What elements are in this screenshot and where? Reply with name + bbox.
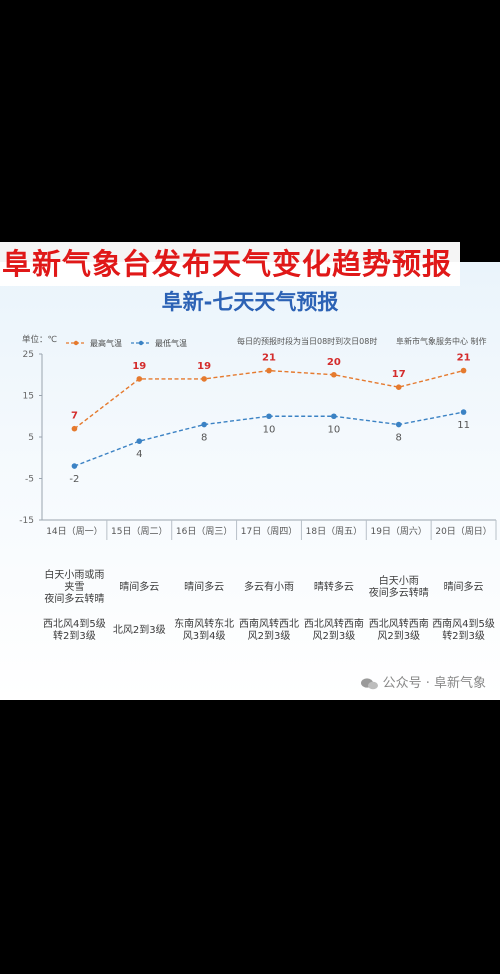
wind-cell: 西南风4到5级 转2到3级 bbox=[432, 619, 495, 642]
x-tick-label: 18日（周五） bbox=[306, 526, 362, 537]
data-point bbox=[71, 463, 78, 469]
footer-source[interactable]: 公众号 · 阜新气象 bbox=[360, 672, 486, 691]
weather-cell: 多云有小雨 bbox=[244, 582, 294, 593]
wind-cell: 西北风转西南 风2到3级 bbox=[368, 619, 429, 642]
data-point bbox=[71, 425, 78, 432]
wind-cell: 西北风4到5级 转2到3级 bbox=[43, 619, 106, 642]
data-point bbox=[331, 413, 337, 420]
data-label: 4 bbox=[136, 449, 142, 460]
y-tick-label: 5 bbox=[28, 433, 34, 443]
unit-label: 单位：℃ bbox=[22, 334, 58, 345]
data-point bbox=[266, 367, 272, 374]
x-tick-label: 14日（周一） bbox=[46, 526, 102, 537]
data-point bbox=[460, 367, 467, 374]
data-label: 20 bbox=[327, 357, 341, 368]
weather-cell: 晴间多云 bbox=[184, 582, 225, 593]
x-tick-label: 19日（周六） bbox=[370, 525, 426, 537]
x-tick-label: 20日（周日） bbox=[435, 526, 491, 537]
data-label: 21 bbox=[262, 353, 276, 364]
data-label: 10 bbox=[263, 424, 276, 435]
data-label: 19 bbox=[197, 361, 211, 372]
y-tick-label: -5 bbox=[25, 475, 34, 485]
data-point bbox=[460, 409, 467, 415]
x-tick-label: 16日（周三） bbox=[176, 526, 232, 537]
legend-label: 最低气温 bbox=[155, 338, 187, 348]
data-label: 11 bbox=[457, 420, 470, 431]
data-point bbox=[331, 371, 337, 378]
weather-cell: 白天小雨或雨 夹雪 夜间多云转晴 bbox=[44, 570, 105, 605]
legend-label: 最高气温 bbox=[90, 338, 122, 348]
forecast-card bbox=[0, 262, 500, 700]
forecast-title: 阜新-七天天气预报 bbox=[161, 290, 339, 314]
data-point bbox=[201, 376, 207, 382]
x-tick-label: 15日（周二） bbox=[111, 526, 167, 537]
wechat-icon bbox=[360, 677, 378, 689]
legend-marker bbox=[138, 340, 144, 346]
weather-cell: 晴间多云 bbox=[119, 582, 160, 593]
wind-cell: 东南风转东北 风3到4级 bbox=[174, 619, 235, 642]
data-label: 8 bbox=[201, 433, 207, 444]
forecast-period-note: 每日的预报时段为当日08时到次日08时 bbox=[237, 336, 377, 346]
data-point bbox=[395, 384, 402, 390]
data-point bbox=[136, 438, 143, 444]
series-line-low bbox=[74, 411, 464, 467]
data-label: 21 bbox=[457, 353, 471, 364]
data-label: 17 bbox=[392, 369, 406, 380]
wind-cell: 西南风转西北 风2到3级 bbox=[239, 619, 299, 642]
x-tick-label: 17日（周四） bbox=[241, 526, 297, 537]
data-label: 8 bbox=[396, 433, 402, 444]
producer-note: 阜新市气象服务中心 制作 bbox=[396, 336, 487, 346]
y-tick-label: -15 bbox=[19, 516, 34, 526]
temperature-chart: 25 15 5 -5 -15 14日（周一） 15日（周二） 16日（周三） 17日（周四） 18… bbox=[19, 334, 497, 540]
weather-cell: 白天小雨 夜间多云转晴 bbox=[368, 576, 429, 599]
legend-marker bbox=[73, 340, 79, 346]
y-tick-label: 15 bbox=[23, 392, 34, 402]
data-label: 19 bbox=[132, 361, 146, 372]
data-point bbox=[136, 376, 143, 382]
footer-text: 公众号 · 阜新气象 bbox=[382, 676, 486, 691]
data-point bbox=[395, 421, 402, 428]
y-tick-label: 25 bbox=[23, 350, 34, 360]
weather-cell: 晴间多云 bbox=[443, 582, 484, 593]
data-point bbox=[201, 421, 207, 428]
banner-title: 阜新气象台发布天气变化趋势预报 bbox=[0, 242, 461, 286]
weather-cell: 晴转多云 bbox=[313, 582, 354, 593]
wind-cell: 北风2到3级 bbox=[112, 625, 166, 636]
data-point bbox=[266, 413, 272, 420]
data-label: 10 bbox=[327, 424, 340, 435]
data-label: -2 bbox=[69, 474, 79, 485]
wind-cell: 西北风转西南 风2到3级 bbox=[303, 619, 364, 642]
data-label: 7 bbox=[71, 411, 78, 422]
